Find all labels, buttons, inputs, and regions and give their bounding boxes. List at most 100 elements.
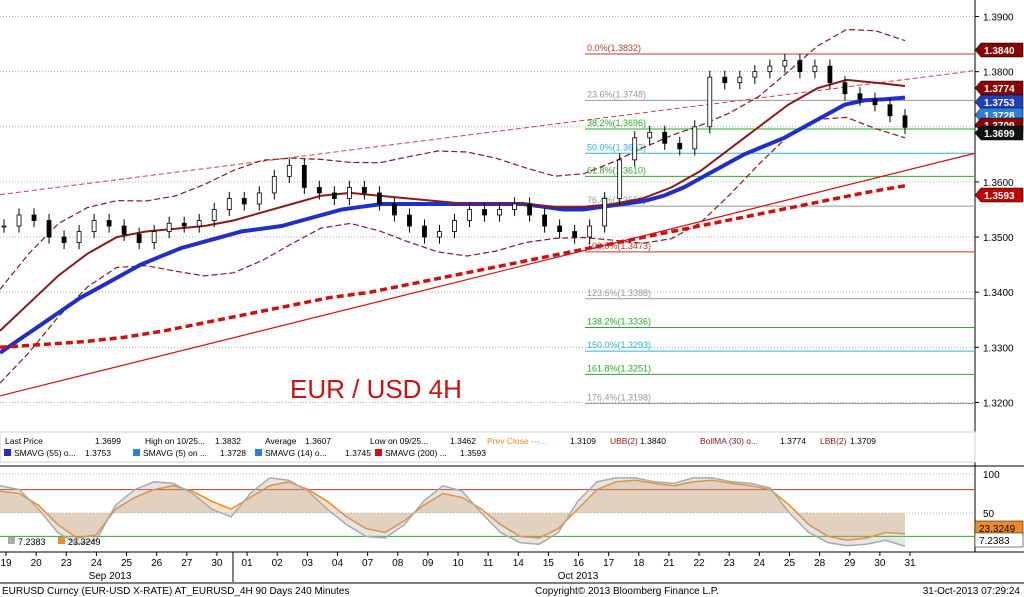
candle-body bbox=[16, 214, 22, 227]
x-tick-label: 11 bbox=[483, 558, 494, 569]
candlestick bbox=[482, 202, 487, 222]
price-tag-label: 1.3840 bbox=[984, 46, 1015, 57]
candle-body bbox=[482, 209, 487, 216]
main-chart-pane: 1.32001.33001.34001.35001.36001.37001.38… bbox=[0, 0, 1024, 552]
osc-legend-label: 7.2383 bbox=[18, 537, 46, 547]
candle-body bbox=[1, 225, 7, 228]
candlestick bbox=[196, 213, 202, 233]
candle-body bbox=[467, 209, 472, 221]
candlestick bbox=[737, 70, 743, 90]
candle-body bbox=[812, 65, 818, 73]
candle-body bbox=[722, 76, 728, 84]
price-tag-box bbox=[974, 187, 1024, 203]
legend-entry: SMAVG (200) ... bbox=[385, 448, 447, 458]
legend-swatch bbox=[133, 449, 140, 456]
candle-body bbox=[121, 225, 127, 235]
osc-price-tag-label: 23.3249 bbox=[979, 524, 1016, 535]
candle-body bbox=[407, 214, 412, 227]
legend-pane: Last Price 1.3699 High on 10/25... 1.3832 Av… bbox=[0, 431, 976, 463]
x-tick-label: 24 bbox=[754, 558, 766, 569]
candlestick bbox=[857, 87, 863, 106]
candle-body bbox=[392, 203, 397, 216]
x-tick-label: 20 bbox=[31, 558, 43, 569]
candlestick bbox=[812, 59, 818, 79]
footer-right: 31-Oct-2013 07:29:24 bbox=[923, 586, 1021, 597]
x-tick-label: 02 bbox=[272, 558, 284, 569]
candlestick bbox=[707, 70, 713, 134]
x-tick-label: 03 bbox=[302, 558, 314, 569]
price-tag-label: 1.3728 bbox=[984, 111, 1015, 122]
legend-entry: 1.3709 bbox=[850, 436, 876, 446]
candle-body bbox=[737, 76, 743, 84]
osc-tick-label: 100 bbox=[983, 470, 1000, 481]
candle-body bbox=[256, 192, 262, 205]
candlestick bbox=[256, 186, 262, 211]
y-tick-label: 1.3500 bbox=[983, 233, 1014, 244]
fib-level-label: 61.8%(1.3610) bbox=[587, 165, 646, 175]
candle-body bbox=[271, 176, 277, 194]
legend-swatch bbox=[4, 449, 11, 456]
candlestick bbox=[316, 180, 322, 200]
candle-body bbox=[31, 214, 37, 221]
osc-price-tag: 7.2383 bbox=[974, 532, 1024, 548]
x-tick-label: 04 bbox=[332, 558, 344, 569]
legend-entry: 1.3840 bbox=[640, 436, 666, 446]
candlestick bbox=[211, 202, 217, 228]
candlestick bbox=[497, 202, 502, 222]
legend-entry: 1.3109 bbox=[570, 436, 596, 446]
candlestick bbox=[121, 219, 127, 241]
candle-body bbox=[602, 198, 608, 227]
x-month-label: Oct 2013 bbox=[558, 571, 599, 582]
fib-level-label: 0.0%(1.3832) bbox=[587, 43, 641, 53]
legend-swatch bbox=[375, 449, 382, 456]
x-tick-label: 14 bbox=[513, 558, 525, 569]
candlestick bbox=[76, 224, 82, 250]
bollma-30-line bbox=[0, 78, 906, 332]
osc-legend-swatch bbox=[8, 537, 15, 544]
candlestick bbox=[782, 54, 788, 73]
x-month-label: Sep 2013 bbox=[89, 571, 132, 582]
x-axis: 19 20 23 24 25 26 27 30 01 02 03 04 07 08 09 10 11 14 15 16… bbox=[0, 551, 1024, 584]
lower-bollinger-band bbox=[0, 116, 906, 384]
candle-body bbox=[557, 225, 563, 232]
x-tick-label: 31 bbox=[904, 558, 916, 569]
support-trendline bbox=[0, 152, 976, 397]
candle-body bbox=[241, 198, 247, 205]
candlestick bbox=[602, 191, 608, 233]
candlestick bbox=[407, 208, 412, 233]
candle-body bbox=[902, 115, 908, 128]
candle-body bbox=[572, 231, 578, 238]
y-tick-label: 1.3200 bbox=[983, 398, 1014, 409]
price-tag-box bbox=[974, 42, 1024, 58]
candle-body bbox=[827, 65, 833, 84]
x-tick-label: 23 bbox=[61, 558, 73, 569]
smavg-55-line bbox=[0, 95, 906, 355]
fib-level-label: 150.0%(1.3293) bbox=[587, 340, 651, 350]
x-tick-label: 10 bbox=[452, 558, 464, 569]
osc-line bbox=[0, 479, 906, 542]
legend-entry: 1.3699 bbox=[95, 436, 121, 446]
candle-body bbox=[286, 164, 292, 177]
candle-body bbox=[617, 159, 623, 199]
candlestick bbox=[331, 186, 337, 206]
candle-body bbox=[106, 220, 112, 227]
chart-title: EUR / USD 4H bbox=[290, 374, 462, 404]
legend-swatch bbox=[255, 449, 262, 456]
candle-body bbox=[527, 203, 532, 216]
candlestick bbox=[827, 59, 833, 90]
x-tick-label: 30 bbox=[211, 558, 223, 569]
candlestick bbox=[181, 216, 187, 233]
candlestick bbox=[692, 120, 698, 156]
legend-entry: UBB(2) bbox=[610, 436, 638, 446]
candlestick bbox=[361, 180, 367, 200]
candle-body bbox=[226, 198, 232, 210]
candlestick bbox=[377, 186, 382, 211]
candle-body bbox=[346, 187, 352, 199]
legend-entry: 1.3753 bbox=[85, 448, 111, 458]
legend-entry: 1.3745 bbox=[345, 448, 371, 458]
candle-body bbox=[797, 60, 803, 73]
legend-entry: Low on 09/25... bbox=[370, 436, 428, 446]
price-tag-label: 1.3699 bbox=[984, 129, 1015, 140]
candle-body bbox=[166, 222, 172, 232]
